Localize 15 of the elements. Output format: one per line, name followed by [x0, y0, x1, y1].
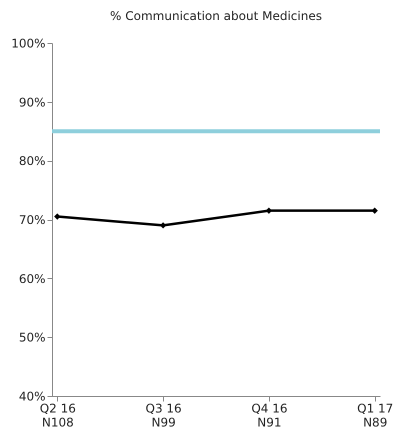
point — [160, 222, 166, 229]
point — [54, 213, 60, 220]
x-tick-label: Q3 16 N99 — [146, 402, 182, 430]
x-tick-label: Q1 17 N89 — [357, 402, 394, 430]
point — [266, 208, 272, 214]
x-tick-label: Q4 16 N91 — [251, 402, 288, 430]
x-tick-label: Q2 16 N108 — [40, 402, 76, 430]
chart-title: % Communication about Medicines — [110, 9, 322, 23]
y-tick-label: 40% — [18, 390, 46, 404]
y-tick-label: 80% — [18, 154, 46, 168]
y-tick-label: 60% — [18, 272, 46, 286]
y-tick-label: 70% — [18, 213, 46, 227]
y-tick-label: 50% — [18, 330, 46, 345]
y-tick-label: 90% — [18, 95, 46, 110]
y-tick-label: 100% — [11, 36, 46, 50]
